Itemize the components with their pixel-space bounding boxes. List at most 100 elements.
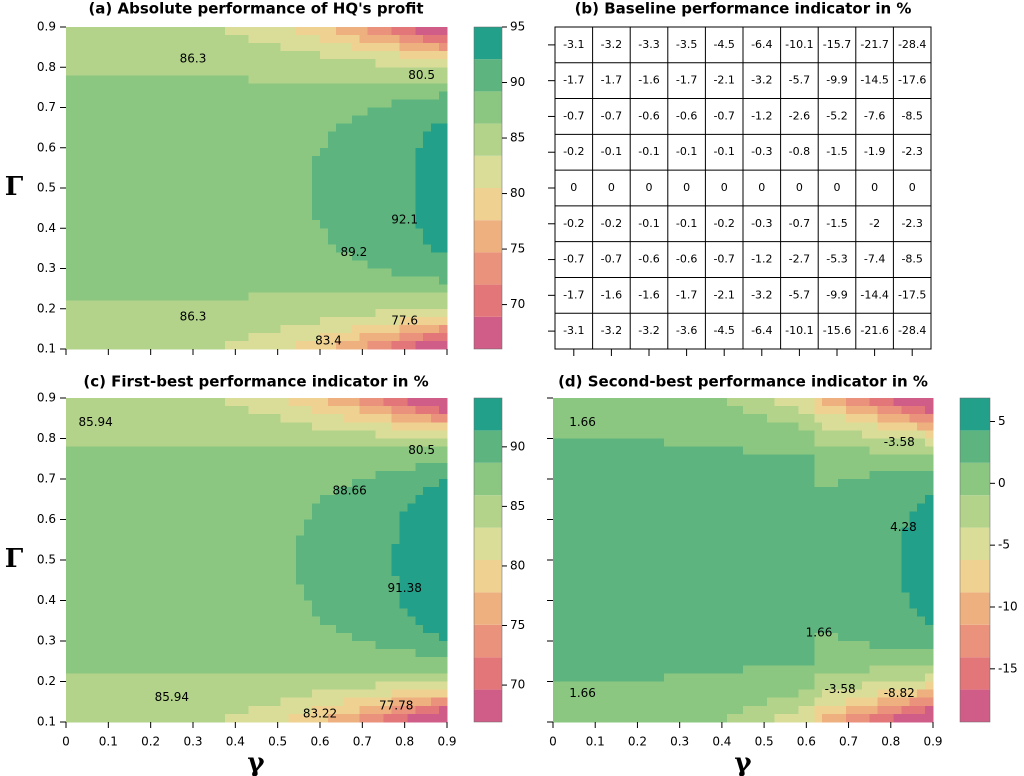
contour-cell: [105, 252, 115, 262]
contour-cell: [129, 284, 139, 294]
contour-cell: [193, 115, 202, 125]
contour-cell: [423, 551, 432, 561]
contour-cell: [264, 236, 273, 245]
contour-cell: [66, 99, 75, 109]
contour-cell: [624, 462, 633, 472]
contour-cell: [66, 236, 75, 245]
contour-cell: [711, 657, 720, 666]
contour-cell: [161, 535, 170, 545]
contour-cell: [177, 454, 186, 464]
contour-cell: [89, 292, 99, 302]
contour-cell: [177, 324, 186, 334]
contour-cell: [248, 560, 258, 569]
colorbar-band: [474, 657, 502, 690]
contour-cell: [113, 35, 123, 44]
contour-cell: [224, 276, 234, 286]
contour-cell: [655, 479, 665, 488]
panel-title: (a) Absolute performance of HQ's profit: [88, 0, 423, 18]
contour-cell: [137, 470, 146, 480]
contour-cell: [121, 252, 131, 262]
contour-cell: [169, 649, 178, 658]
contour-cell: [576, 487, 586, 496]
table-cell: -0.7: [713, 253, 734, 266]
contour-cell: [399, 632, 408, 642]
contour-cell: [343, 268, 353, 278]
contour-cell: [568, 560, 578, 569]
contour-cell: [177, 115, 186, 125]
contour-cell: [97, 616, 107, 626]
contour-cell: [312, 398, 321, 407]
contour-cell: [129, 511, 139, 521]
contour-cell: [288, 584, 297, 593]
contour-cell: [312, 495, 321, 504]
contour-cell: [153, 665, 162, 674]
contour-cell: [600, 681, 610, 691]
contour-cell: [66, 75, 75, 84]
table-cell: -3.2: [751, 288, 772, 301]
contour-cell: [193, 406, 202, 415]
contour-cell: [208, 632, 218, 642]
contour-cell: [185, 584, 194, 593]
table-cell: -17.6: [898, 74, 926, 87]
contour-cell: [351, 600, 361, 610]
contour-cell: [703, 503, 712, 512]
contour-cell: [719, 641, 728, 650]
contour-cell: [383, 340, 393, 350]
contour-cell: [248, 91, 258, 101]
contour-cell: [343, 51, 353, 60]
contour-cell: [671, 584, 681, 593]
contour-cell: [66, 332, 75, 342]
contour-cell: [200, 107, 210, 117]
contour-cell: [81, 276, 91, 286]
contour-cell: [679, 641, 689, 650]
contour-cell: [600, 430, 610, 440]
contour-cell: [129, 543, 139, 553]
contour-cell: [320, 236, 329, 245]
contour-cell: [161, 584, 170, 593]
contour-cell: [640, 543, 649, 553]
contour-cell: [248, 67, 258, 76]
contour-cell: [121, 43, 131, 52]
contour-cell: [121, 59, 131, 68]
contour-cell: [304, 406, 313, 415]
contour-cell: [304, 268, 313, 278]
contour-cell: [415, 689, 424, 699]
contour-cell: [73, 551, 83, 561]
contour-cell: [391, 35, 400, 44]
contour-cell: [719, 527, 728, 537]
contour-cell: [335, 438, 345, 448]
contour-cell: [208, 51, 218, 60]
contour-fill: [66, 398, 448, 723]
contour-cell: [407, 35, 416, 44]
contour-cell: [431, 228, 440, 237]
contour-cell: [280, 576, 289, 585]
contour-cell: [66, 543, 75, 553]
contour-cell: [288, 398, 297, 407]
contour-cell: [288, 551, 297, 561]
contour-cell: [89, 624, 99, 634]
contour-cell: [256, 665, 266, 674]
contour-cell: [216, 324, 226, 334]
contour-cell: [608, 568, 617, 577]
contour-cell: [415, 641, 424, 650]
contour-cell: [288, 139, 297, 149]
contour-cell: [695, 519, 705, 529]
contour-cell: [423, 495, 432, 504]
contour-cell: [169, 244, 178, 253]
contour-cell: [320, 252, 329, 262]
contour-cell: [695, 608, 705, 618]
contour-cell: [280, 535, 289, 545]
contour-cell: [200, 123, 210, 133]
contour-cell: [280, 308, 289, 318]
y-tick-label: 0.1: [37, 715, 56, 729]
contour-cell: [671, 414, 681, 423]
contour-cell: [208, 123, 218, 133]
contour-cell: [193, 616, 202, 626]
contour-cell: [185, 576, 194, 585]
contour-cell: [553, 600, 562, 610]
contour-cell: [695, 438, 705, 448]
contour-cell: [663, 608, 673, 618]
contour-cell: [687, 551, 697, 561]
contour-cell: [272, 67, 281, 76]
contour-cell: [560, 446, 570, 456]
